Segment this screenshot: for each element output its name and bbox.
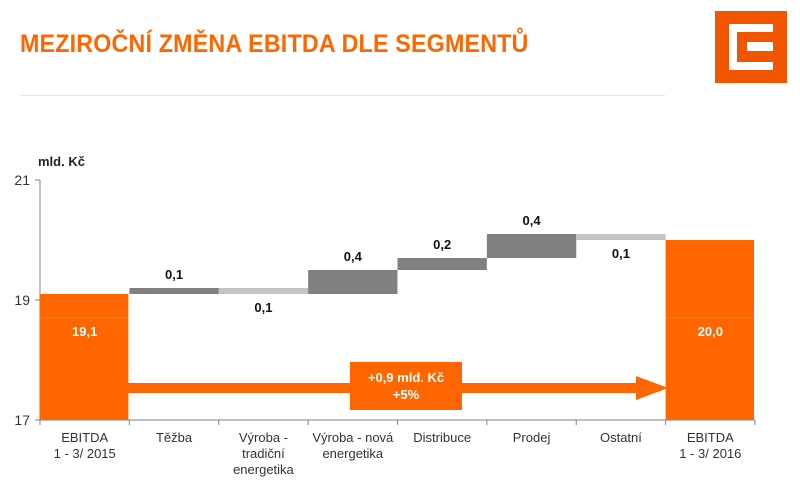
increase-bar: [308, 270, 398, 294]
x-category-label: Distribuce: [413, 430, 471, 445]
increase-bar: [129, 288, 219, 294]
y-tick-label: 17: [14, 412, 30, 428]
x-category-label: Výroba -: [239, 430, 288, 445]
bar-value-label: 0,2: [433, 237, 451, 252]
title-divider: [20, 95, 665, 96]
change-annotation-percent: +5%: [393, 387, 420, 402]
bar-value-label: 20,0: [698, 324, 723, 339]
bar-value-label: 19,1: [72, 324, 97, 339]
x-category-label: Ostatní: [600, 430, 642, 445]
increase-bar: [397, 258, 487, 270]
x-category-label: energetika: [322, 446, 383, 461]
x-category-label: energetika: [233, 462, 294, 477]
increase-bar: [486, 234, 577, 258]
total-bar: [665, 240, 754, 420]
cez-logo-icon: [715, 11, 787, 83]
x-category-label: Těžba: [156, 430, 193, 445]
y-tick-label: 19: [14, 292, 30, 308]
x-category-label: 1 - 3/ 2015: [54, 446, 116, 461]
decrease-bar: [576, 234, 666, 240]
x-category-label: 1 - 3/ 2016: [679, 446, 741, 461]
page-title: MEZIROČNÍ ZMĚNA EBITDA DLE SEGMENTŮ: [20, 30, 529, 58]
change-annotation-value: +0,9 mld. Kč: [368, 370, 444, 385]
change-annotation-box: [350, 362, 462, 410]
total-bar: [40, 294, 129, 420]
x-category-label: Výroba - nová: [312, 430, 394, 445]
x-category-label: EBITDA: [687, 430, 734, 445]
x-category-label: tradiční: [242, 446, 285, 461]
bar-value-label: 0,4: [523, 213, 542, 228]
y-tick-label: 21: [14, 172, 30, 188]
bar-value-label: 0,1: [254, 300, 272, 315]
bar-value-label: 0,1: [612, 246, 630, 261]
decrease-bar: [218, 288, 309, 294]
y-axis-label: mld. Kč: [38, 154, 85, 169]
bar-value-label: 0,1: [165, 267, 183, 282]
change-arrow-head: [636, 376, 668, 400]
bar-value-label: 0,4: [344, 249, 363, 264]
x-category-label: Prodej: [513, 430, 551, 445]
x-category-label: EBITDA: [61, 430, 108, 445]
